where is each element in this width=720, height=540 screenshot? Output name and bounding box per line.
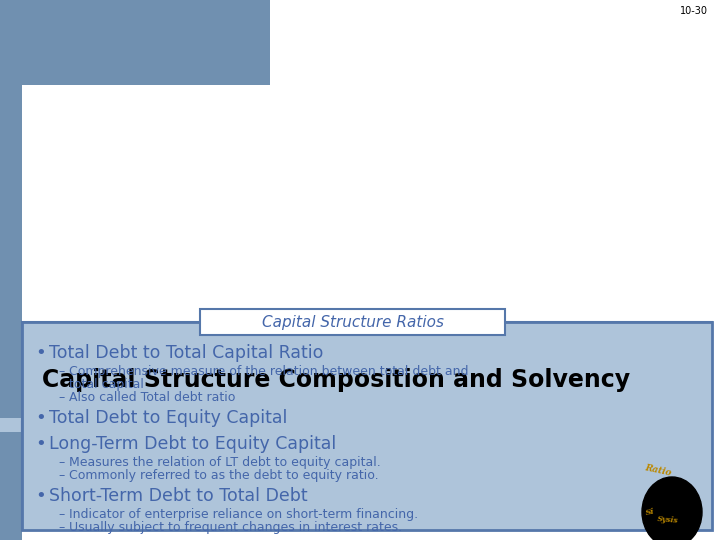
Text: Total Debt to Total Capital Ratio: Total Debt to Total Capital Ratio <box>49 344 323 362</box>
FancyBboxPatch shape <box>0 0 22 540</box>
Text: total capital: total capital <box>69 378 144 391</box>
Text: –: – <box>58 521 64 534</box>
Text: Commonly referred to as the debt to equity ratio.: Commonly referred to as the debt to equi… <box>69 469 379 482</box>
FancyBboxPatch shape <box>22 322 712 432</box>
Text: Si: Si <box>645 507 655 517</box>
Text: –: – <box>58 469 64 482</box>
Text: Long-Term Debt to Equity Capital: Long-Term Debt to Equity Capital <box>49 435 336 453</box>
Text: Sysis: Sysis <box>657 515 679 525</box>
Text: –: – <box>58 365 64 378</box>
Text: Comprehensive measure of the relation between total debt and: Comprehensive measure of the relation be… <box>69 365 469 378</box>
FancyBboxPatch shape <box>200 309 505 335</box>
Text: Short-Term Debt to Total Debt: Short-Term Debt to Total Debt <box>49 487 307 505</box>
Text: –: – <box>58 508 64 521</box>
Text: •: • <box>35 344 46 362</box>
FancyBboxPatch shape <box>0 418 530 432</box>
Text: •: • <box>35 409 46 427</box>
Ellipse shape <box>642 477 702 540</box>
Text: 10-30: 10-30 <box>680 6 708 16</box>
Text: Usually subject to frequent changes in interest rates.: Usually subject to frequent changes in i… <box>69 521 402 534</box>
FancyBboxPatch shape <box>22 342 720 422</box>
Text: Capital Structure Ratios: Capital Structure Ratios <box>261 314 444 329</box>
Text: •: • <box>35 487 46 505</box>
FancyBboxPatch shape <box>22 422 712 530</box>
Text: Total Debt to Equity Capital: Total Debt to Equity Capital <box>49 409 287 427</box>
Text: Measures the relation of LT debt to equity capital.: Measures the relation of LT debt to equi… <box>69 456 381 469</box>
Text: –: – <box>58 391 64 404</box>
Text: Also called Total debt ratio: Also called Total debt ratio <box>69 391 235 404</box>
Text: Ratio: Ratio <box>644 463 672 478</box>
Text: Indicator of enterprise reliance on short-term financing.: Indicator of enterprise reliance on shor… <box>69 508 418 521</box>
Text: Capital Structure Composition and Solvency: Capital Structure Composition and Solven… <box>42 368 630 392</box>
FancyBboxPatch shape <box>0 0 270 85</box>
FancyBboxPatch shape <box>22 322 712 530</box>
Text: •: • <box>35 435 46 453</box>
Text: –: – <box>58 456 64 469</box>
